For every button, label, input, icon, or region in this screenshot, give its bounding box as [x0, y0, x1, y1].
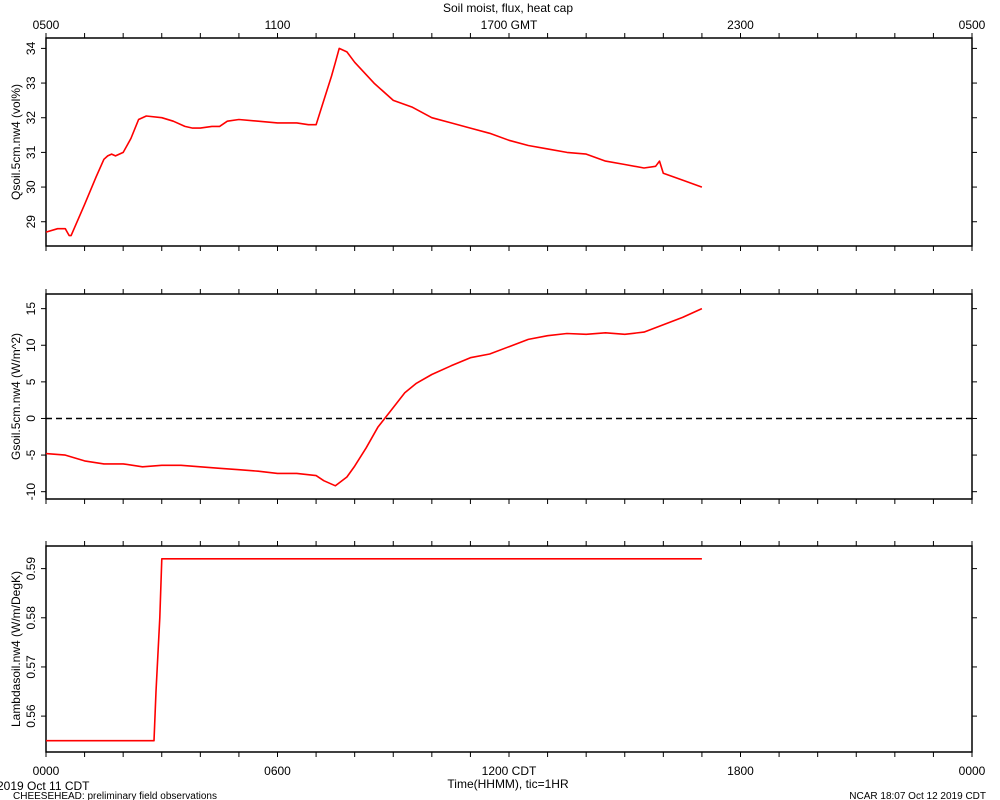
y-tick-label: 31 [24, 145, 38, 159]
y-tick-label: 5 [24, 378, 38, 385]
panel-frame [45, 293, 973, 500]
panel-frame [45, 37, 973, 247]
footer-date: 2019 Oct 11 CDT [0, 779, 90, 793]
footer-caption: CHEESEHEAD: preliminary field observatio… [13, 791, 217, 800]
series-line [46, 557, 702, 742]
y-tick-label: 29 [24, 215, 38, 229]
chart-title: Soil moist, flux, heat cap [443, 1, 573, 15]
y-tick-label: 15 [24, 302, 38, 316]
top-tick-label: 2300 [727, 18, 754, 32]
y-axis-label: Gsoil.5cm.nw4 (W/m^2) [9, 333, 23, 460]
y-tick-label: 0 [24, 415, 38, 422]
x-axis-title: Time(HHMM), tic=1HR [447, 777, 569, 791]
y-tick-label: 32 [24, 111, 38, 125]
y-tick-label: -10 [24, 483, 38, 501]
panel-1: 29 30 31 32 33 34 Qsoil.5cm.nw4 (vol%) [9, 33, 977, 251]
series-line [45, 307, 703, 487]
y-tick-label: 30 [24, 180, 38, 194]
top-tick-label: 1700 GMT [481, 18, 538, 32]
bottom-tick-label: 0000 [959, 764, 986, 778]
series-line [45, 47, 703, 237]
y-tick-label: 0.57 [24, 655, 38, 679]
y-tick-label: 0.56 [24, 704, 38, 728]
bottom-tick-label: 1800 [727, 764, 754, 778]
bottom-tick-label: 0000 [33, 764, 60, 778]
y-tick-label: -5 [24, 449, 38, 460]
bottom-tick-label: 0600 [264, 764, 291, 778]
bottom-time-axis: 0000 0600 1200 CDT 1800 0000 [33, 764, 986, 778]
panel-2: -10 -5 0 5 10 15 Gsoil.5cm.nw4 (W/m^2) [9, 289, 977, 504]
y-axis-label: Lambdasoil.nw4 (W/m/DegK) [9, 571, 23, 727]
top-tick-label: 1100 [265, 18, 291, 32]
footer-credit: NCAR 18:07 Oct 12 2019 CDT [849, 791, 986, 800]
y-tick-label: 33 [24, 76, 38, 90]
top-tick-label: 0500 [959, 18, 986, 32]
y-axis-label: Qsoil.5cm.nw4 (vol%) [9, 84, 23, 200]
top-time-axis: 0500 1100 1700 GMT 2300 0500 [33, 18, 986, 32]
y-tick-label: 34 [24, 41, 38, 55]
panels: 29 30 31 32 33 34 Qsoil.5cm.nw4 (vol%) -10 -5 0 5 1… [9, 33, 977, 757]
y-tick-label: 10 [24, 338, 38, 352]
bottom-tick-label: 1200 CDT [482, 764, 537, 778]
top-tick-label: 0500 [33, 18, 60, 32]
y-tick-label: 0.58 [24, 606, 38, 630]
y-tick-label: 0.59 [24, 557, 38, 581]
panel-frame [45, 545, 973, 753]
